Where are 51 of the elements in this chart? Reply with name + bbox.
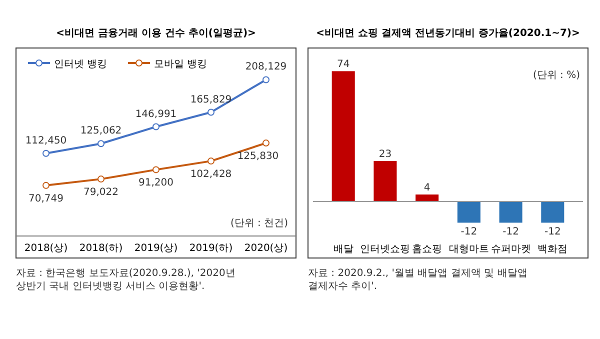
data-label: 146,991 xyxy=(135,108,177,120)
x-tick-label: 2018(상) xyxy=(24,243,68,254)
data-label: -12 xyxy=(460,226,478,238)
x-tick-label: 2019(하) xyxy=(189,243,233,254)
point xyxy=(152,166,160,174)
data-label: 125,830 xyxy=(237,151,279,162)
point xyxy=(98,176,104,183)
x-tick-label: 2019(상) xyxy=(134,243,178,254)
text: (단위 : 천건) xyxy=(230,218,288,229)
bar xyxy=(332,71,355,202)
bar xyxy=(499,202,522,223)
x-tick-label: 백화점 xyxy=(538,244,568,255)
chart-title: <비대면 금융거래 이용 건수 추이(일평균)> xyxy=(56,28,256,39)
text: 자료 : 한국은행 보도자료(2020.9.28.), '2020년 상반기 국내 인터넷뱅킹 서비스 이용현황'. xyxy=(16,268,236,292)
data-label: 91,200 xyxy=(138,178,174,189)
point xyxy=(262,76,270,84)
annotation: (단위 : %) xyxy=(532,70,580,81)
point xyxy=(208,158,214,165)
bar xyxy=(416,194,439,202)
x-tick-label: 2018(하) xyxy=(79,243,123,254)
bar xyxy=(457,202,480,223)
x-tick-label: 홈쇼핑 xyxy=(412,244,442,255)
x-tick-label: 배달 xyxy=(333,244,354,255)
data-label: 112,450 xyxy=(25,135,67,146)
text: 자료 : 2020.9.2., '월별 배달앱 결제액 및 배달앱 결제자수 추이'. xyxy=(308,268,528,292)
point xyxy=(208,108,214,116)
data-label: -12 xyxy=(544,226,561,238)
point xyxy=(42,150,50,157)
legend-label: 모바일 뱅킹 xyxy=(154,59,208,70)
legend-label: 인터넷 뱅킹 xyxy=(54,59,108,70)
x-tick-label: 대형마트 xyxy=(448,244,489,255)
bar xyxy=(541,202,564,223)
data-label: 79,022 xyxy=(84,187,118,198)
chart-title: <비대면 쇼핑 결제액 전년동기대비 증가율(2020.1~7)> xyxy=(316,28,580,39)
point xyxy=(98,140,104,148)
data-label: -12 xyxy=(502,226,519,238)
point xyxy=(152,123,160,130)
x-tick-label: 2020(상) xyxy=(244,243,288,254)
x-tick-label: 슈퍼마켓 xyxy=(490,244,531,255)
point xyxy=(42,182,50,189)
data-label: 125,062 xyxy=(80,126,122,137)
x-tick-label: 인터넷쇼핑 xyxy=(360,244,410,255)
bar xyxy=(374,161,397,202)
point xyxy=(262,140,270,147)
data-label: 4 xyxy=(424,182,430,194)
data-label: 70,749 xyxy=(28,193,64,204)
data-label: 102,428 xyxy=(190,169,232,180)
data-label: 208,129 xyxy=(245,62,287,73)
data-label: 74 xyxy=(336,59,350,70)
data-label: 23 xyxy=(378,149,392,160)
data-label: 165,829 xyxy=(190,94,232,106)
